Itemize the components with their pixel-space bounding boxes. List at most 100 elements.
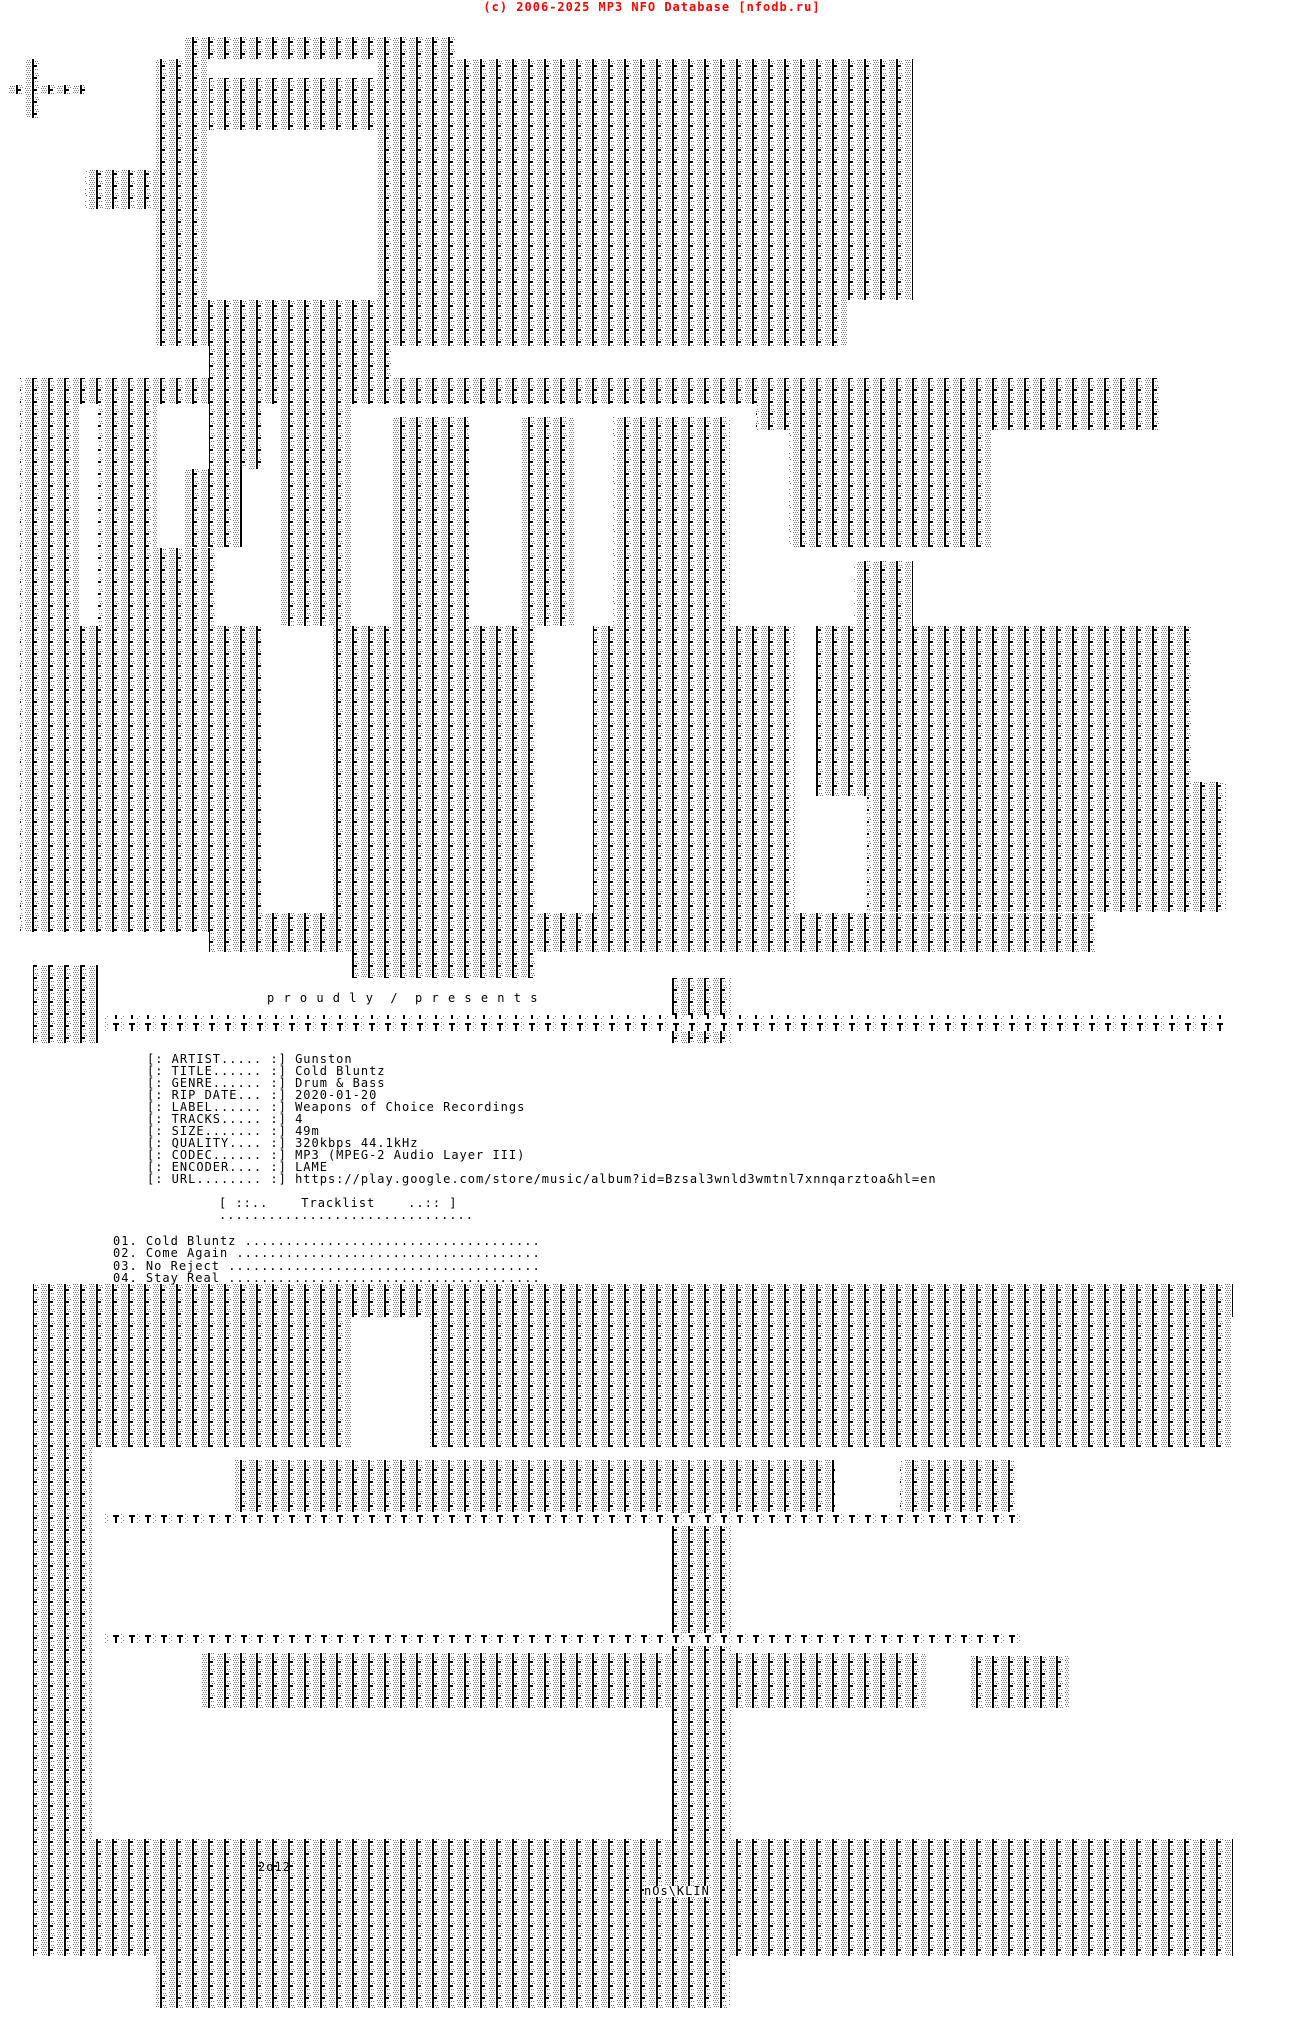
- ascii-block: [156, 59, 208, 339]
- info-value: 4: [295, 1112, 304, 1126]
- ascii-block: [430, 1317, 1232, 1447]
- info-value: MP3 (MPEG-2 Audio Layer III): [295, 1148, 526, 1162]
- info-label: [: GENRE...... :]: [147, 1076, 287, 1090]
- info-value: 2020-01-20: [295, 1088, 378, 1102]
- ascii-block: [183, 469, 242, 547]
- ascii-block: [391, 417, 469, 626]
- track-item: 03. No Reject ..........................…: [113, 1258, 541, 1273]
- tracklist-header: [ ::.. Tracklist ..:: ].................…: [219, 1197, 474, 1221]
- ascii-block: [33, 1839, 1233, 1956]
- info-row-artist: [: ARTIST..... :] Gunston: [147, 1053, 937, 1065]
- track-name: No Reject: [145, 1258, 220, 1273]
- ascii-block: [33, 1317, 352, 1447]
- ascii-block: [209, 78, 379, 130]
- info-value: Gunston: [295, 1052, 353, 1066]
- track-name: Cold Bluntz: [145, 1234, 237, 1248]
- ascii-block: [613, 417, 730, 626]
- info-value: LAME: [295, 1160, 328, 1174]
- ascii-block: [156, 1956, 730, 2008]
- info-row-title: [: TITLE...... :] Cold Bluntz: [147, 1065, 937, 1077]
- ascii-block: [815, 626, 1193, 796]
- info-row-url: [: URL........ :] https://play.google.co…: [147, 1173, 937, 1185]
- info-row-codec: [: CODEC...... :] MP3 (MPEG-2 Audio Laye…: [147, 1149, 937, 1161]
- ascii-block: [98, 404, 157, 626]
- ascii-block: [33, 1447, 92, 1864]
- info-row-tracks: [: TRACKS..... :] 4: [147, 1113, 937, 1125]
- ascii-block: [202, 1653, 926, 1708]
- tracklist-title: [ ::.. Tracklist ..:: ]: [219, 1196, 458, 1210]
- track-leader: .....................................: [236, 1246, 541, 1261]
- info-value: Cold Bluntz: [295, 1064, 386, 1078]
- ascii-block: [280, 404, 352, 626]
- info-row-quality: [: QUALITY.... :] 320kbps 44.1kHz: [147, 1137, 937, 1149]
- track-number: 03.: [113, 1258, 138, 1273]
- info-label: [: URL........ :]: [147, 1172, 287, 1186]
- track-leader: ....................................: [244, 1234, 541, 1248]
- info-row-genre: [: GENRE...... :] Drum & Bass: [147, 1077, 937, 1089]
- info-label: [: CODEC...... :]: [147, 1148, 287, 1162]
- ascii-block: [378, 59, 913, 300]
- ascii-block: [20, 378, 757, 404]
- ascii-tee-row: [104, 1015, 1225, 1031]
- ascii-block: [209, 404, 261, 469]
- info-row-encoder: [: ENCODER.... :] LAME: [147, 1161, 937, 1173]
- ascii-block: [854, 561, 913, 626]
- ascii-block: [156, 548, 215, 626]
- info-value: 49m: [295, 1124, 320, 1138]
- ascii-block: [900, 1460, 1017, 1512]
- ascii-block: [333, 626, 535, 913]
- ascii-block: [26, 59, 39, 118]
- info-label: [: ARTIST..... :]: [147, 1052, 287, 1066]
- track-number: 04.: [113, 1270, 138, 1285]
- track-leader: ......................................: [228, 1258, 541, 1273]
- track-item: 02. Come Again .........................…: [113, 1247, 541, 1259]
- tracklist-underline: ...............................: [219, 1208, 474, 1222]
- info-url: https://play.google.com/store/music/albu…: [295, 1172, 937, 1186]
- ascii-block: [756, 378, 1160, 430]
- track-name: Stay Real: [145, 1270, 220, 1285]
- tracklist: 01. Cold Bluntz ........................…: [113, 1235, 541, 1285]
- proudly-presents-tagline: p r o u d l y / p r e s e n t s: [267, 991, 539, 1005]
- info-value: 320kbps 44.1kHz: [295, 1136, 419, 1150]
- info-value: Drum & Bass: [295, 1076, 386, 1090]
- ascii-block: [33, 1284, 1233, 1317]
- info-label: [: TITLE...... :]: [147, 1064, 287, 1078]
- ascii-tee-row: [104, 1633, 1023, 1646]
- ascii-tee-row: [104, 1513, 1023, 1526]
- ascii-block: [352, 952, 535, 978]
- ascii-block: [522, 417, 574, 626]
- ascii-block: [789, 430, 991, 547]
- site-header: (c) 2006-2025 MP3 NFO Database [nfodb.ru…: [483, 0, 821, 14]
- ascii-block: [33, 965, 98, 1043]
- artist-signature: nOs\KLIN: [644, 1884, 710, 1898]
- info-label: [: ENCODER.... :]: [147, 1160, 287, 1174]
- info-label: [: RIP DATE... :]: [147, 1088, 287, 1102]
- ascii-block: [156, 300, 847, 346]
- ascii-block: [672, 978, 731, 1043]
- ascii-block: [235, 1460, 835, 1512]
- track-number: 02.: [113, 1246, 138, 1261]
- track-leader: ......................................: [228, 1270, 541, 1285]
- ascii-block: [593, 626, 795, 913]
- info-label: [: TRACKS..... :]: [147, 1112, 287, 1126]
- ascii-block: [85, 170, 163, 209]
- art-year-tag: 2o12: [258, 1860, 291, 1874]
- info-row-label: [: LABEL...... :] Weapons of Choice Reco…: [147, 1101, 937, 1113]
- info-label: [: QUALITY.... :]: [147, 1136, 287, 1150]
- track-name: Come Again: [145, 1246, 229, 1261]
- ascii-block: [209, 913, 1096, 952]
- ascii-block: [867, 782, 1226, 912]
- track-number: 01.: [113, 1234, 138, 1248]
- info-row-rip-date: [: RIP DATE... :] 2020-01-20: [147, 1089, 937, 1101]
- ascii-block: [20, 626, 261, 932]
- track-item: 04. Stay Real ..........................…: [113, 1272, 541, 1284]
- ascii-block: [183, 37, 457, 59]
- ascii-block: [971, 1656, 1069, 1708]
- info-value: Weapons of Choice Recordings: [295, 1100, 526, 1114]
- release-info: [: ARTIST..... :] Gunston [: TITLE...... …: [147, 1053, 937, 1185]
- ascii-block: [8, 85, 85, 94]
- info-row-size: [: SIZE....... :] 49m: [147, 1125, 937, 1137]
- info-label: [: LABEL...... :]: [147, 1100, 287, 1114]
- track-item: 01. Cold Bluntz ........................…: [113, 1235, 541, 1247]
